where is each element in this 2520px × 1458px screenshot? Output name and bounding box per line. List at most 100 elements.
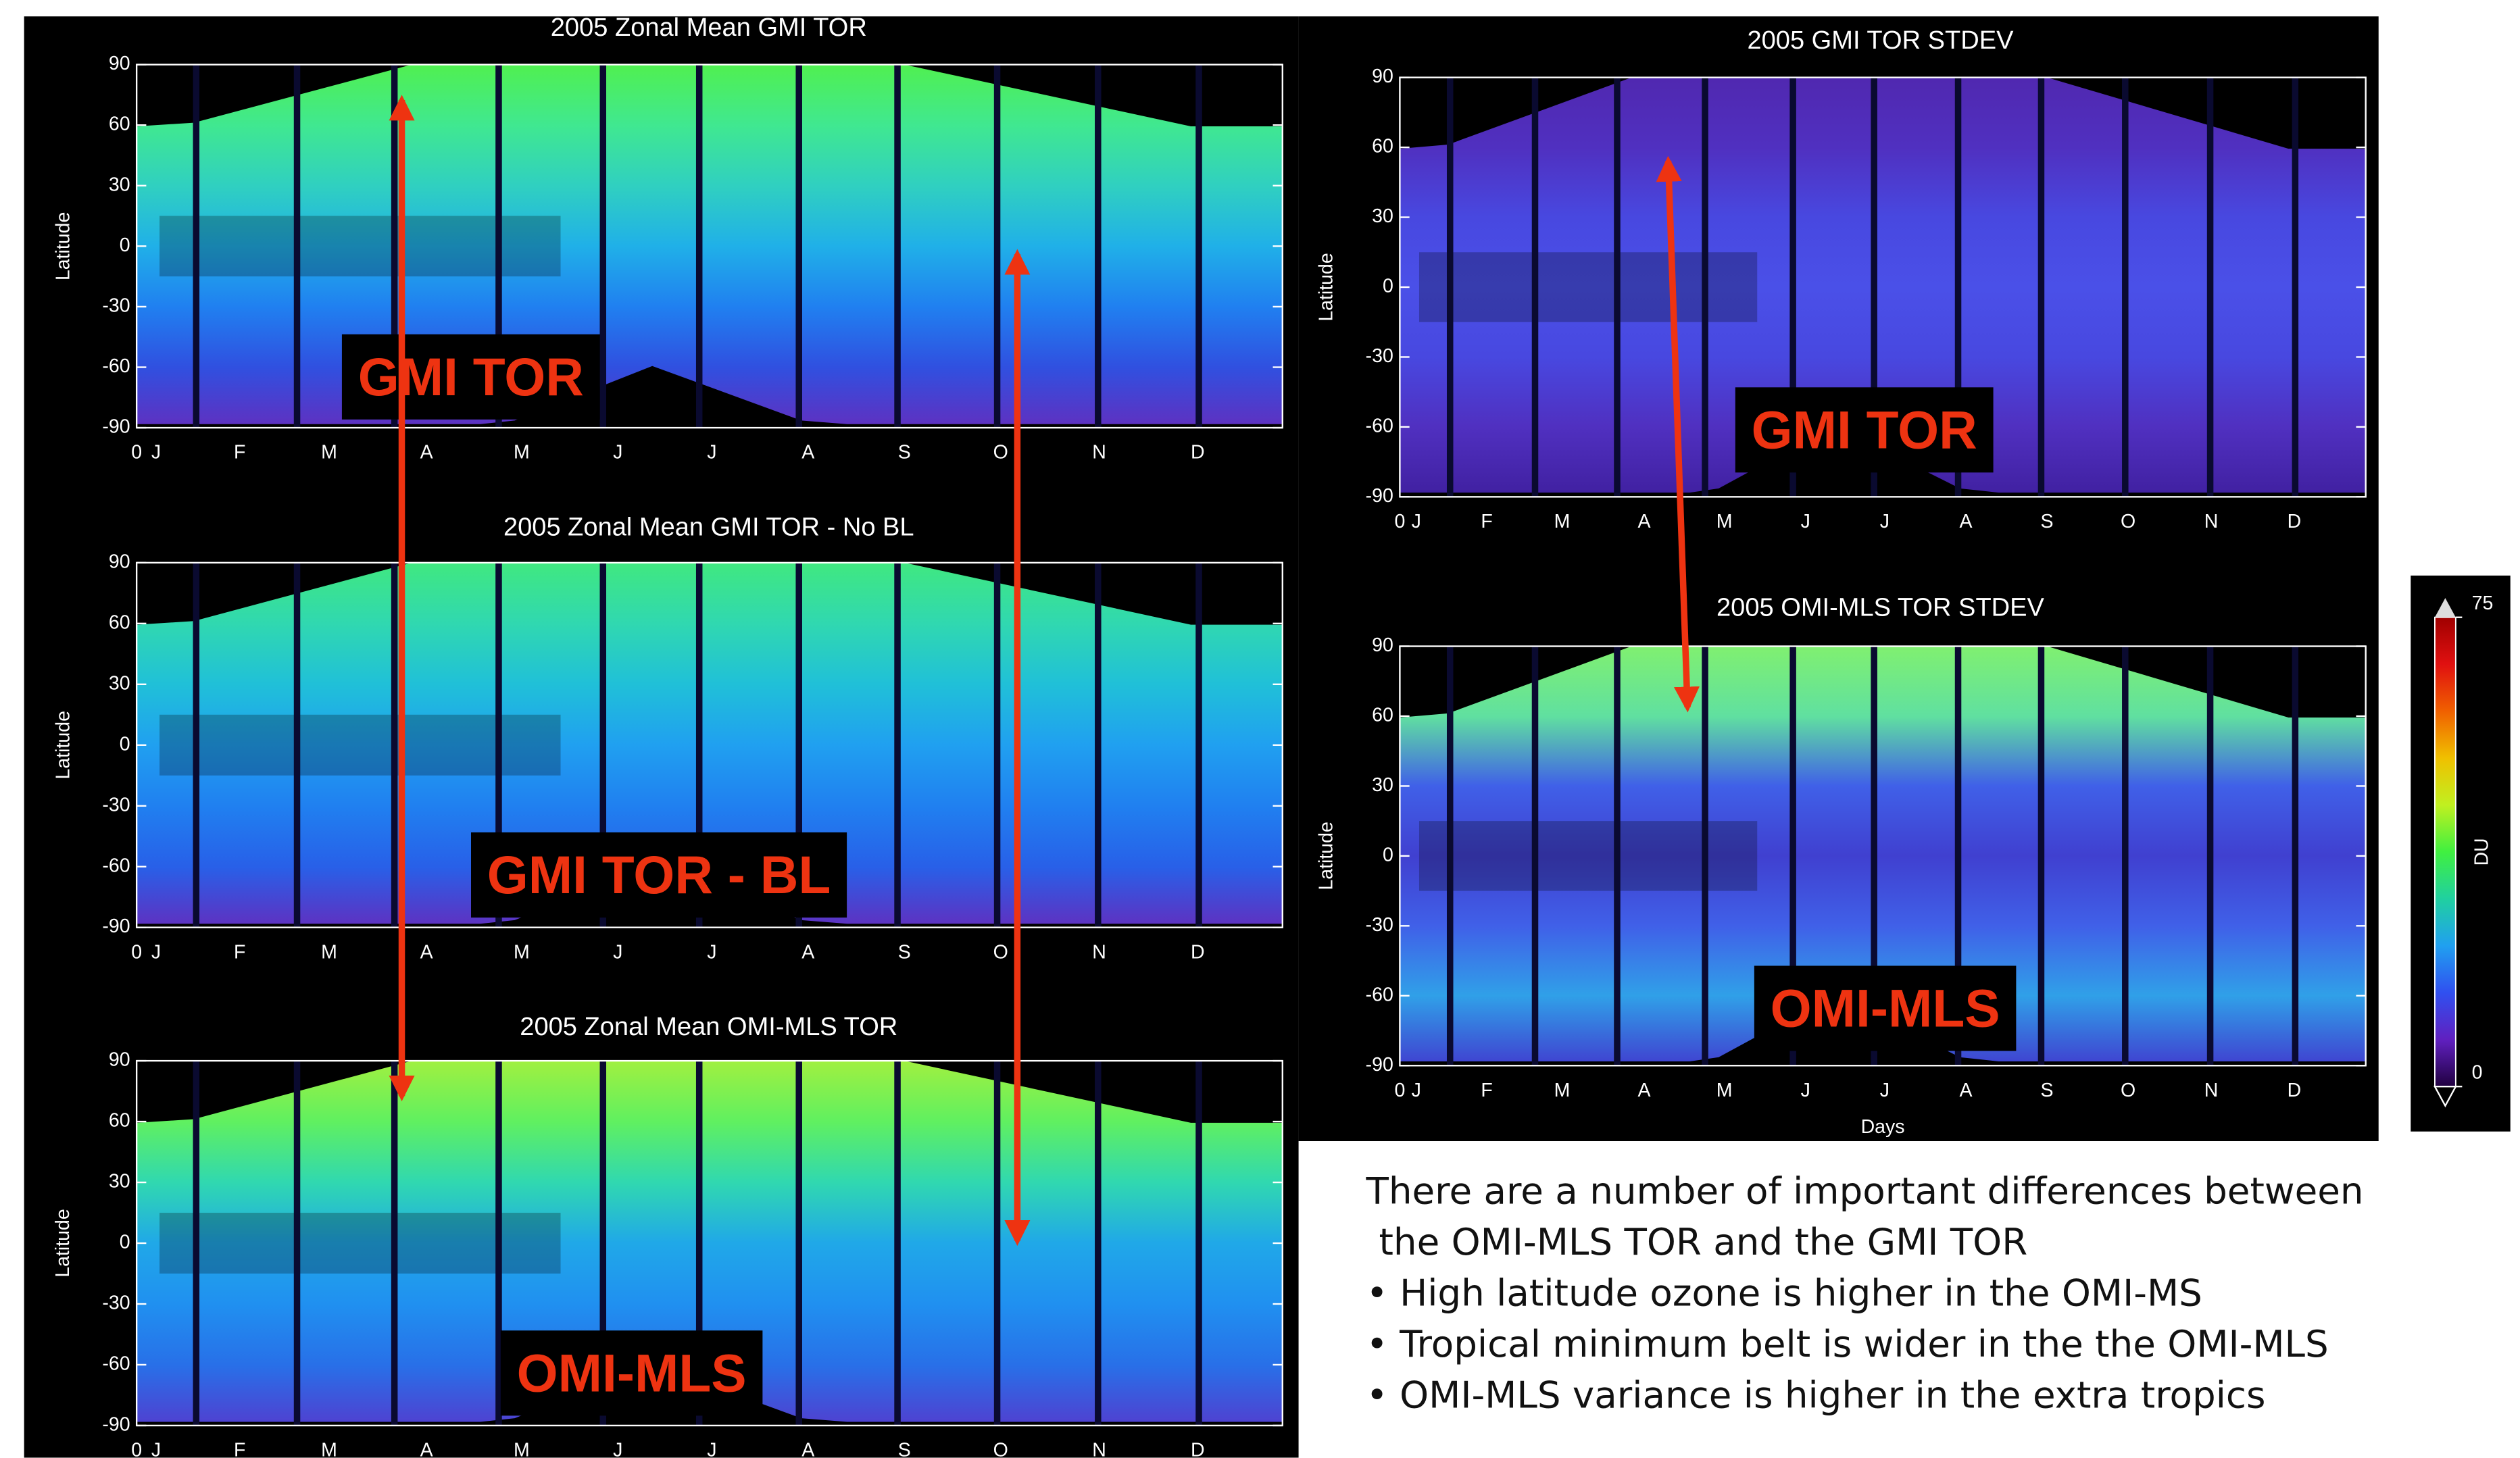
y-tick-label: 60	[109, 1110, 130, 1132]
colorbar-bg	[2411, 575, 2511, 1132]
month-gap	[894, 562, 901, 928]
x-tick-label: J	[613, 442, 622, 463]
x-tick-label: M	[1554, 511, 1571, 532]
y-tick-label: 30	[109, 1171, 130, 1192]
annotation-box	[500, 1330, 763, 1416]
month-gap	[1702, 77, 1708, 497]
x-tick-label: D	[1191, 941, 1205, 963]
x-tick-label: J	[1801, 511, 1810, 532]
month-gap	[391, 1061, 398, 1426]
x-tick-label: O	[993, 941, 1008, 963]
annotation-box	[1754, 965, 2017, 1051]
colorbar-cap	[2434, 598, 2456, 618]
text-line: • High latitude ozone is higher in the O…	[1366, 1272, 2202, 1315]
y-tick-label: -60	[1366, 415, 1393, 436]
month-gap	[1531, 77, 1539, 497]
x-tick-label: A	[420, 941, 433, 963]
x-tick-label: M	[321, 442, 337, 463]
x-tick-label: A	[420, 1440, 433, 1458]
x-tick-label: J	[151, 941, 161, 963]
x-tick-label: A	[1959, 511, 1972, 532]
x-tick-label: F	[234, 442, 245, 463]
month-gap	[391, 562, 398, 928]
speckle-band	[159, 714, 561, 776]
x-tick-label: M	[1716, 511, 1733, 532]
y-tick-label: -30	[102, 295, 130, 316]
month-gap	[993, 562, 1001, 928]
x-tick-label: O	[993, 1440, 1008, 1458]
annotation-box	[470, 832, 847, 918]
month-gap	[695, 64, 703, 428]
y-tick-label: 0	[120, 234, 130, 256]
y-tick-label: 30	[109, 174, 130, 195]
month-gap	[1095, 1061, 1102, 1426]
x-tick-label: D	[2288, 511, 2302, 532]
chart-title: 2005 Zonal Mean OMI-MLS TOR	[520, 1013, 897, 1041]
text-block: There are a number of important differen…	[1365, 1170, 2363, 1417]
month-gap	[1095, 64, 1102, 428]
text-line: the OMI-MLS TOR and the GMI TOR	[1379, 1220, 2027, 1263]
y-tick-label: 30	[1372, 774, 1393, 796]
x-tick-label: J	[1412, 1080, 1421, 1101]
month-gap	[293, 64, 301, 428]
heatmap-chart: 2005 Zonal Mean OMI-MLS TOR 90 60 30 0 -30 -60…	[52, 1013, 1283, 1458]
x-tick-label: J	[707, 442, 716, 463]
month-gap	[1531, 646, 1539, 1066]
month-gap	[495, 64, 502, 428]
x-tick-label: F	[234, 1440, 245, 1458]
x-tick-label: O	[2121, 1080, 2135, 1101]
month-gap	[1789, 646, 1796, 1066]
charts: 2005 Zonal Mean GMI TOR9060300-30-60-900…	[52, 14, 2493, 1458]
month-gap	[795, 1061, 802, 1426]
month-gap	[1614, 77, 1621, 497]
annotation-box	[1735, 387, 1994, 473]
x-tick-label: S	[2041, 1080, 2054, 1101]
colorbar-tick-label: 0	[2472, 1062, 2483, 1084]
y-tick-label: 0	[120, 1232, 130, 1253]
month-gap	[795, 64, 802, 428]
x-tick-label: A	[1637, 1080, 1650, 1101]
x-tick-label: F	[234, 941, 245, 963]
heatmap-chart: 2005 Zonal Mean GMI TOR - No BL 90 60 30 0 -3…	[52, 513, 1283, 963]
month-gap	[2122, 77, 2129, 497]
y-tick-label: -30	[102, 1292, 130, 1314]
month-gap	[894, 1061, 901, 1426]
month-gap	[495, 562, 502, 928]
text-line: There are a number of important differen…	[1365, 1170, 2363, 1213]
x-tick-label: J	[613, 1440, 622, 1458]
month-gap	[1954, 77, 1962, 497]
x-tick-label: J	[1801, 1080, 1810, 1101]
month-gap	[795, 562, 802, 928]
y-tick-label: 60	[109, 114, 130, 135]
month-gap	[2206, 646, 2214, 1066]
x-tick-label: J	[707, 1440, 716, 1458]
x-tick-label: A	[801, 442, 814, 463]
month-gap	[2292, 646, 2299, 1066]
y-tick-label: -60	[1366, 984, 1393, 1005]
y-axis-label: Latitude	[52, 711, 74, 779]
annotation: GMI TOR - BL	[487, 845, 831, 905]
chart-title: 2005 Zonal Mean GMI TOR	[551, 14, 867, 42]
x-tick-label: M	[514, 1440, 530, 1458]
month-gap	[1614, 646, 1621, 1066]
x-tick-label: S	[2041, 511, 2054, 532]
month-gap	[993, 64, 1001, 428]
x-tick-label: 0	[1394, 1080, 1405, 1101]
y-tick-label: 0	[1383, 844, 1393, 865]
x-tick-label: M	[321, 941, 337, 963]
month-gap	[495, 1061, 502, 1426]
x-tick-label: 0	[1394, 511, 1405, 532]
month-gap	[1446, 77, 1454, 497]
y-tick-label: -30	[102, 794, 130, 815]
x-tick-label: A	[420, 442, 433, 463]
y-axis-label: Latitude	[52, 1209, 74, 1277]
x-tick-label: S	[898, 941, 911, 963]
x-tick-label: M	[321, 1440, 337, 1458]
y-tick-label: 30	[1372, 205, 1393, 227]
speckle-band	[159, 216, 561, 277]
x-tick-label: A	[801, 1440, 814, 1458]
x-tick-label: 0	[131, 442, 142, 463]
annotation: GMI TOR	[1752, 400, 1977, 459]
month-gap	[1195, 64, 1202, 428]
